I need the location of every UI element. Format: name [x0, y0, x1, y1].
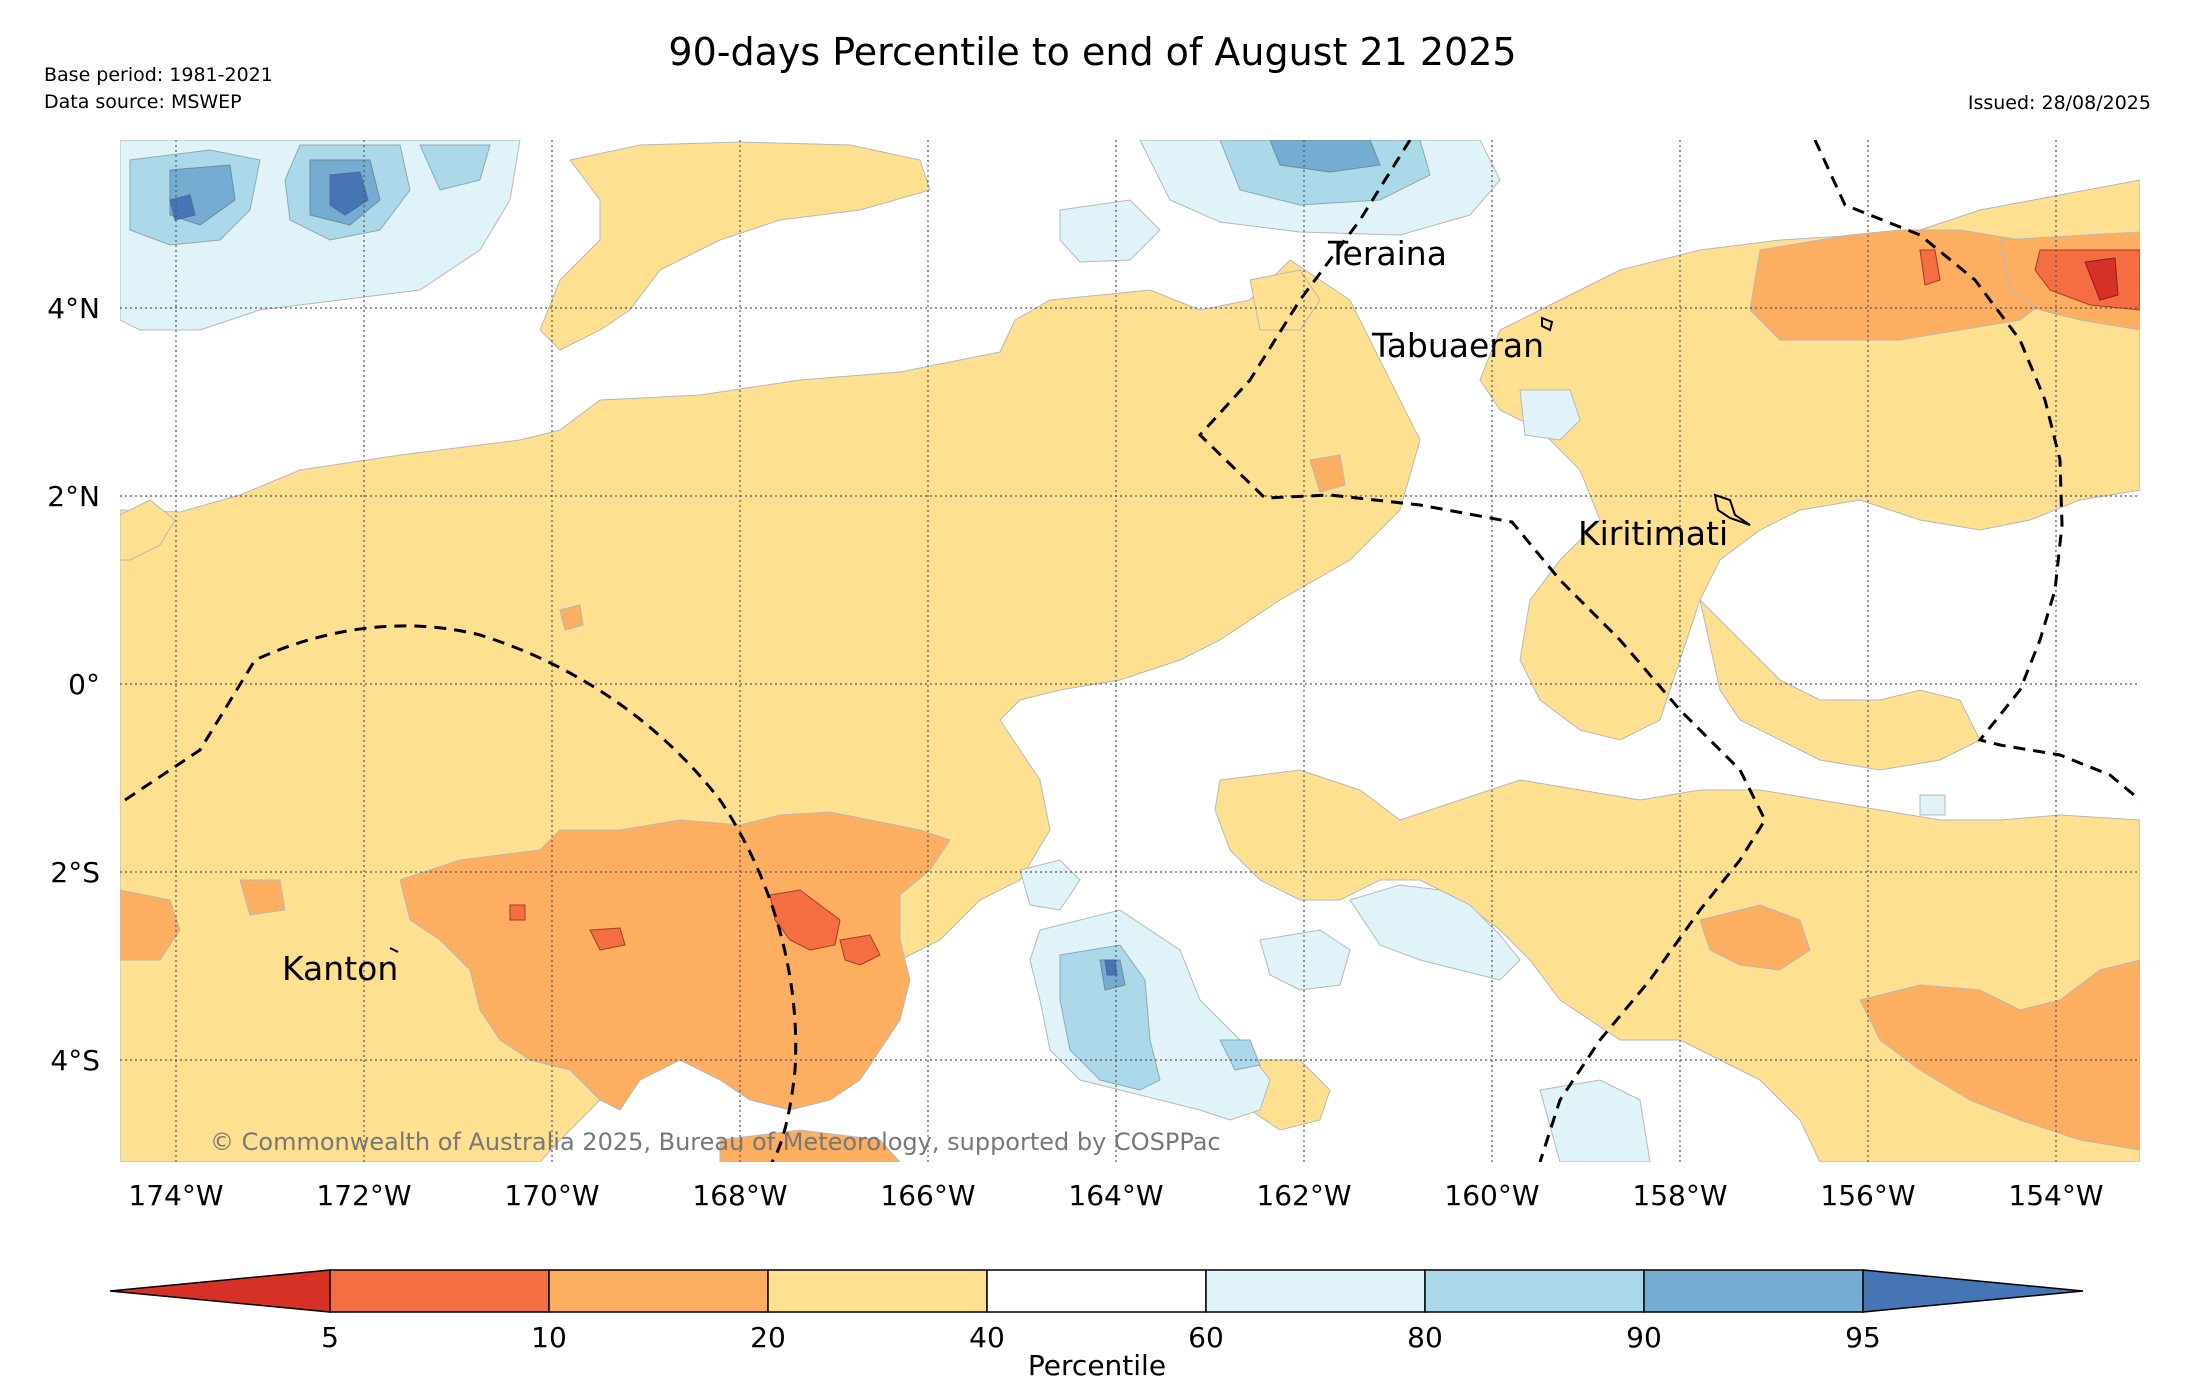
kanton-island-outline: [389, 947, 399, 953]
place-label-kiritimati: Kiritimati: [1578, 514, 1728, 553]
base-period: Base period: 1981-2021: [44, 64, 273, 86]
lat-tick-label: 2°S: [50, 856, 100, 889]
colorbar-tick-label: 60: [1188, 1321, 1224, 1354]
percentile-90-95-regions: [169, 140, 1381, 991]
colorbar-tick-label: 20: [750, 1321, 786, 1354]
lon-tick-label: 172°W: [316, 1179, 411, 1212]
percentile-gt95-regions: [169, 171, 1118, 976]
lon-tick-label: 168°W: [692, 1179, 787, 1212]
copyright-notice: © Commonwealth of Australia 2025, Bureau…: [210, 1128, 1221, 1156]
data-source: Data source: MSWEP: [44, 91, 242, 113]
lon-tick-label: 162°W: [1256, 1179, 1351, 1212]
place-label-tabuaeran: Tabuaeran: [1371, 326, 1544, 365]
island-outlines: [389, 316, 1751, 953]
colorbar-label: Percentile: [1028, 1349, 1166, 1380]
colorbar-swatch-20-40: [767, 1269, 988, 1313]
colorbar-tick-label: 40: [969, 1321, 1005, 1354]
colorbar-swatch-lt5: [109, 1269, 331, 1313]
colorbar-swatch-40-60: [986, 1269, 1207, 1313]
colorbar-tick-label: 5: [321, 1321, 339, 1354]
metadata-left: Base period: 1981-2021 Data source: MSWE…: [44, 62, 273, 116]
colorbar-tick-label: 10: [531, 1321, 567, 1354]
colorbar-swatch-5-10: [329, 1269, 550, 1313]
colorbar-tick-labels: 5 10 20 40 60 80 90 95: [321, 1321, 1881, 1354]
place-label-teraina: Teraina: [1327, 234, 1447, 273]
lat-tick-label: 4°S: [50, 1044, 100, 1077]
lat-tick-label: 2°N: [47, 480, 100, 513]
lon-tick-label: 156°W: [1820, 1179, 1915, 1212]
lon-tick-label: 154°W: [2008, 1179, 2103, 1212]
colorbar-tick-label: 95: [1845, 1321, 1881, 1354]
lon-tick-label: 170°W: [504, 1179, 599, 1212]
lon-tick-label: 158°W: [1632, 1179, 1727, 1212]
colorbar-tick-label: 90: [1626, 1321, 1662, 1354]
kiritimati-island-outline: [1713, 493, 1751, 526]
colorbar: 5 10 20 40 60 80 90 95 Percentile: [109, 1269, 2084, 1380]
colorbar-swatch-90-95: [1643, 1269, 1864, 1313]
percentile-lt5-regions: [2084, 257, 2119, 301]
lon-tick-label: 166°W: [880, 1179, 975, 1212]
colorbar-swatch-60-80: [1205, 1269, 1426, 1313]
map-panel: Teraina Tabuaeran Kiritimati Kanton © Co…: [120, 140, 2140, 1162]
colorbar-swatch-80-90: [1424, 1269, 1645, 1313]
place-label-kanton: Kanton: [282, 949, 398, 988]
lat-tick-label: 0°: [68, 668, 100, 701]
colorbar-swatch-gt95: [1862, 1269, 2084, 1313]
lat-tick-label: 4°N: [47, 292, 100, 325]
eez-boundaries: [124, 140, 2140, 1162]
lon-tick-label: 164°W: [1068, 1179, 1163, 1212]
latitude-ticks: 4°N 2°N 0° 2°S 4°S: [47, 292, 100, 1077]
graticule: [120, 140, 2140, 1162]
tabuaeran-island-outline: [1541, 316, 1554, 332]
issued-date: Issued: 28/08/2025: [1967, 92, 2151, 114]
map-title: 90-days Percentile to end of August 21 2…: [668, 30, 1517, 74]
lon-tick-label: 174°W: [128, 1179, 223, 1212]
colorbar-tick-label: 80: [1407, 1321, 1443, 1354]
longitude-ticks: 174°W 172°W 170°W 168°W 166°W 164°W 162°…: [128, 1179, 2103, 1212]
colorbar-swatches: [109, 1269, 2084, 1313]
lon-tick-label: 160°W: [1444, 1179, 1539, 1212]
colorbar-swatch-10-20: [548, 1269, 769, 1313]
percentile-10-20-regions: [120, 229, 2140, 1162]
